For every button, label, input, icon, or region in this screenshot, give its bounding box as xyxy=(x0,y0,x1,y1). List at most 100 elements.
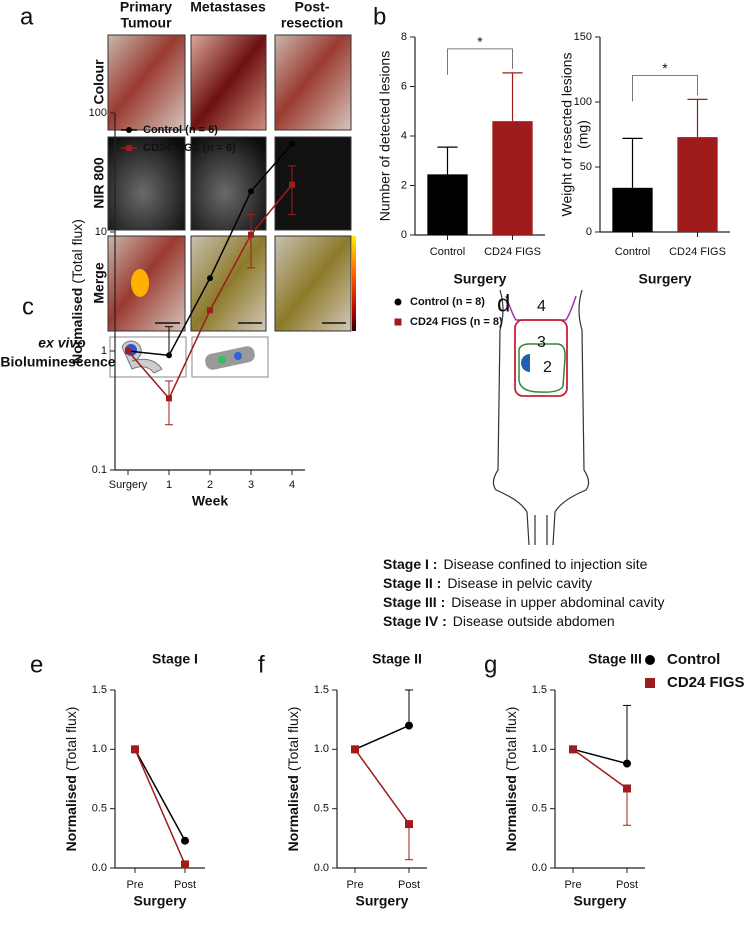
stage-text: Disease confined to injection site xyxy=(443,556,647,572)
stage-line: Stage I : Disease confined to injection s… xyxy=(383,556,648,572)
y-axis-unit: (mg) xyxy=(575,120,591,149)
y-tick-label: 0.5 xyxy=(532,803,547,815)
y-axis-label: Normalised (Total flux) xyxy=(503,707,519,852)
series-line xyxy=(354,748,410,825)
x-tick-label: 2 xyxy=(207,479,213,491)
y-axis-label-unit: (Total flux) xyxy=(285,707,301,772)
marker xyxy=(645,655,655,665)
x-tick-label: Post xyxy=(616,879,638,891)
y-axis-label-unit: (Total flux) xyxy=(503,707,519,772)
bar xyxy=(677,137,718,232)
region-label: 4 xyxy=(537,298,546,315)
panel-letter: g xyxy=(484,651,497,678)
marker xyxy=(569,745,577,754)
y-tick-label: 1.5 xyxy=(92,684,107,696)
y-tick-label: 0.5 xyxy=(314,803,329,815)
y-tick-label: 150 xyxy=(574,31,592,43)
y-axis-label-main: Normalised xyxy=(69,288,85,364)
series-line xyxy=(572,748,628,765)
marker xyxy=(181,860,189,869)
y-tick-label: 8 xyxy=(401,31,407,43)
legend-label: CD24 FIGS (n = 6) xyxy=(143,142,236,154)
y-axis-label-main: Normalised xyxy=(63,775,79,851)
region-3 xyxy=(514,319,568,397)
marker xyxy=(645,678,655,688)
x-tick-label: Post xyxy=(174,879,196,891)
column-header: Primary xyxy=(120,0,172,15)
y-tick-label: 0 xyxy=(401,229,407,241)
stage-label: Stage II : xyxy=(383,575,441,591)
x-axis-label: Surgery xyxy=(356,893,409,909)
marker xyxy=(207,307,213,314)
column-header: resection xyxy=(281,15,343,31)
x-tick-label: Pre xyxy=(346,879,363,891)
photo xyxy=(190,34,267,131)
x-axis-label: Week xyxy=(192,493,229,509)
chart-title: Stage II xyxy=(372,651,422,667)
marker xyxy=(126,145,132,151)
panel-letter: e xyxy=(30,651,43,678)
nir-image xyxy=(107,136,186,231)
marker xyxy=(166,395,172,402)
column-header: Tumour xyxy=(120,15,172,31)
y-axis-label: Normalised (Total flux) xyxy=(285,707,301,852)
marker xyxy=(623,784,631,793)
panel-letter: b xyxy=(373,3,386,30)
y-tick-label: 0.5 xyxy=(92,803,107,815)
x-axis-label: Surgery xyxy=(134,893,187,909)
y-tick-label: 0.0 xyxy=(532,862,547,874)
legend-label: CD24 FIGS (n = 8) xyxy=(410,316,503,328)
y-tick-label: 50 xyxy=(580,161,592,173)
ex-vivo-label: ex vivo xyxy=(38,335,86,351)
panel-letter: f xyxy=(258,651,265,678)
y-tick-label: 1.0 xyxy=(314,743,329,755)
x-tick-label: 3 xyxy=(248,479,254,491)
stage-label: Stage I : xyxy=(383,556,437,572)
legend-label: Control (n = 8) xyxy=(410,296,485,308)
y-tick-label: 1.0 xyxy=(532,743,547,755)
x-tick-label: Post xyxy=(398,879,420,891)
x-tick-label: CD24 FIGS xyxy=(484,246,541,258)
significance-label: * xyxy=(477,34,483,50)
marker xyxy=(166,352,172,359)
column-header: Metastases xyxy=(190,0,266,15)
chart-title: Stage I xyxy=(152,651,198,667)
series-line xyxy=(134,749,186,865)
region-1 xyxy=(521,354,530,372)
column-header: Post- xyxy=(295,0,330,15)
marker xyxy=(351,745,359,754)
x-axis-label: Surgery xyxy=(454,271,507,287)
bar xyxy=(492,121,533,235)
signal xyxy=(131,269,149,297)
panel-letter: d xyxy=(497,290,510,317)
merge-image xyxy=(274,235,352,332)
marker xyxy=(394,318,402,326)
stage-text: Disease in pelvic cavity xyxy=(447,575,592,591)
stage-text: Disease outside abdomen xyxy=(453,613,615,629)
marker xyxy=(181,836,189,845)
y-axis-label: Normalised (Total flux) xyxy=(63,707,79,852)
x-tick-label: 1 xyxy=(166,479,172,491)
image-grid xyxy=(107,34,352,378)
organ xyxy=(205,346,255,370)
region-label: 3 xyxy=(537,334,546,351)
biolum-label: Bioluminescence xyxy=(0,354,115,370)
marker xyxy=(623,759,631,768)
y-tick-label: 6 xyxy=(401,80,407,92)
marker xyxy=(126,127,132,133)
x-tick-label: 4 xyxy=(289,479,295,491)
significance-label: * xyxy=(662,60,668,76)
y-tick-label: 0.0 xyxy=(92,862,107,874)
stage-line: Stage IV : Disease outside abdomen xyxy=(383,613,615,629)
y-axis-label: Weight of resected lesions xyxy=(559,53,575,217)
y-tick-label: 2 xyxy=(401,179,407,191)
y-tick-label: 1.5 xyxy=(314,684,329,696)
stage-line: Stage III : Disease in upper abdominal ca… xyxy=(383,594,664,610)
y-tick-label: 0 xyxy=(586,226,592,238)
series-line xyxy=(134,748,186,842)
legend-label: Control (n = 6) xyxy=(143,124,218,136)
x-tick-label: Pre xyxy=(126,879,143,891)
stage-label: Stage IV : xyxy=(383,613,447,629)
x-axis-label: Surgery xyxy=(639,271,692,287)
stage-text: Disease in upper abdominal cavity xyxy=(451,594,664,610)
